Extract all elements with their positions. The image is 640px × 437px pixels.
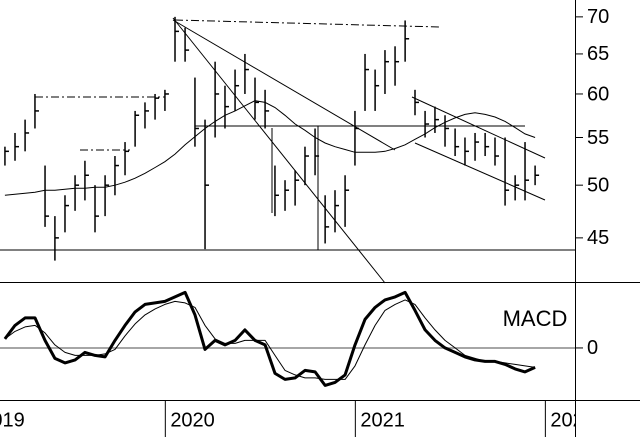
x-tick-label: 2019 xyxy=(0,409,25,431)
trendlines xyxy=(0,17,575,284)
channel-lower xyxy=(414,142,546,201)
x-tick-label: 2020 xyxy=(170,409,215,431)
x-axis: 2019 2020 2021 2022 xyxy=(0,400,595,437)
macd-title: MACD xyxy=(503,306,568,331)
y-tick-label: 70 xyxy=(587,6,609,28)
y-tick-label: 45 xyxy=(587,227,609,249)
trendline xyxy=(172,17,386,284)
y-tick-label: 60 xyxy=(587,83,609,105)
dash-dot-line xyxy=(174,19,441,28)
y-tick-label: 0 xyxy=(587,337,598,359)
y-tick-label: 65 xyxy=(587,43,609,65)
moving-average xyxy=(4,100,536,196)
macd-line xyxy=(4,299,536,380)
x-tick-label: 2021 xyxy=(360,409,405,431)
x-tick-label: 2022 xyxy=(550,409,595,431)
channel-upper xyxy=(411,96,546,159)
y-tick-label: 55 xyxy=(587,127,609,149)
y-tick-label: 50 xyxy=(587,174,609,196)
